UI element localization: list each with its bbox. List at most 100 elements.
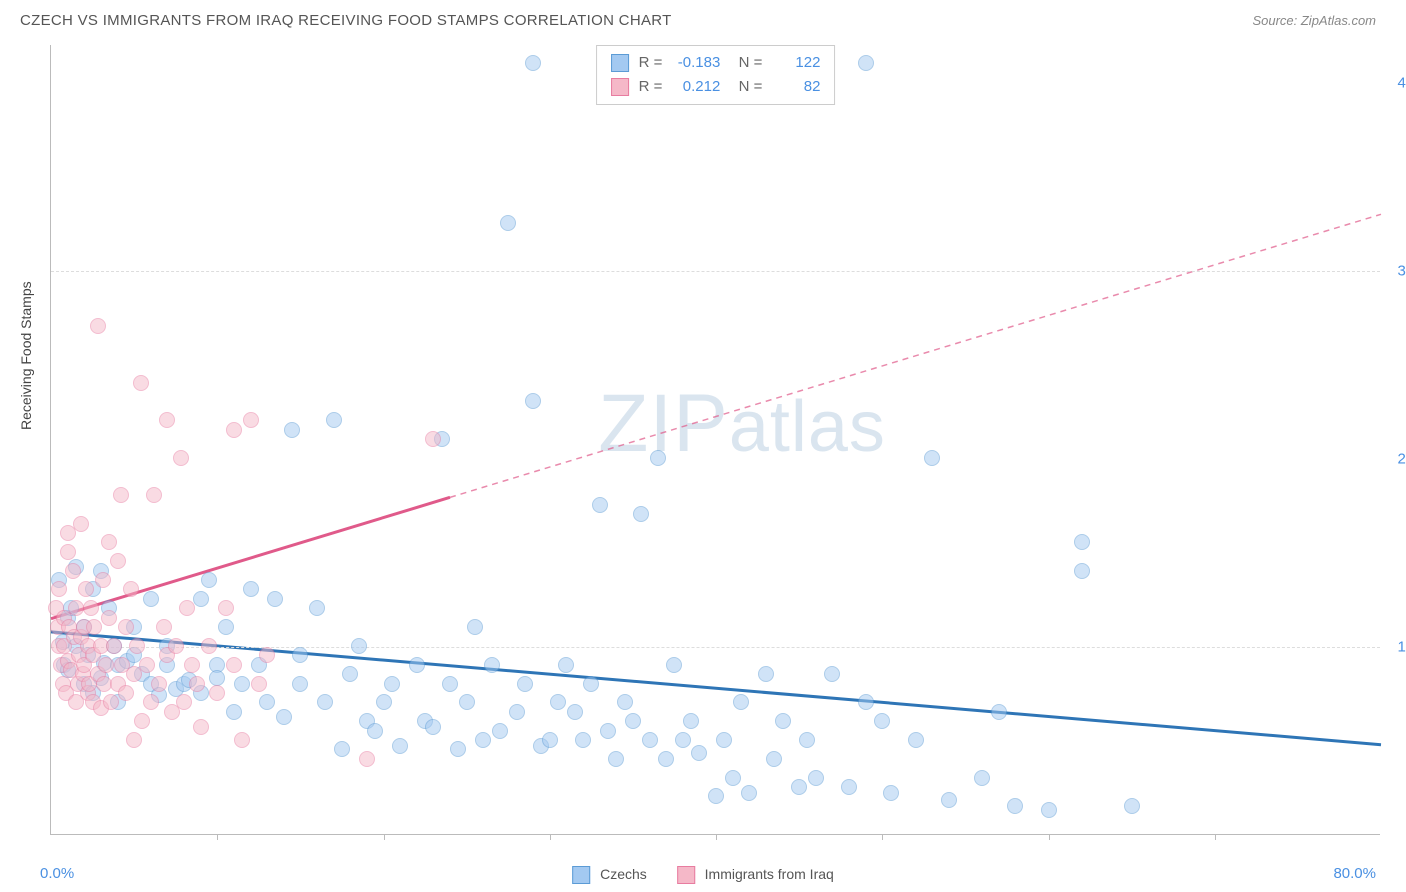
data-point xyxy=(78,581,94,597)
data-point xyxy=(101,610,117,626)
data-point xyxy=(558,657,574,673)
data-point xyxy=(617,694,633,710)
y-tick-label: 20.0% xyxy=(1397,450,1406,467)
correlation-legend: R = -0.183 N = 122 R = 0.212 N = 82 xyxy=(596,45,836,105)
data-point xyxy=(633,506,649,522)
data-point xyxy=(201,638,217,654)
data-point xyxy=(1074,534,1090,550)
data-point xyxy=(251,676,267,692)
data-point xyxy=(691,745,707,761)
data-point xyxy=(342,666,358,682)
data-point xyxy=(442,676,458,692)
data-point xyxy=(1041,802,1057,818)
data-point xyxy=(741,785,757,801)
data-point xyxy=(567,704,583,720)
data-point xyxy=(259,647,275,663)
data-point xyxy=(492,723,508,739)
data-point xyxy=(1124,798,1140,814)
data-point xyxy=(384,676,400,692)
x-tick xyxy=(550,834,551,840)
data-point xyxy=(168,638,184,654)
data-point xyxy=(209,670,225,686)
data-point xyxy=(103,694,119,710)
data-point xyxy=(218,600,234,616)
data-point xyxy=(226,704,242,720)
data-point xyxy=(425,719,441,735)
data-point xyxy=(129,638,145,654)
data-point xyxy=(143,591,159,607)
data-point xyxy=(658,751,674,767)
data-point xyxy=(883,785,899,801)
data-point xyxy=(110,553,126,569)
data-point xyxy=(267,591,283,607)
x-tick xyxy=(1049,834,1050,840)
data-point xyxy=(159,412,175,428)
data-point xyxy=(733,694,749,710)
legend-item-czechs: Czechs xyxy=(572,866,647,884)
data-point xyxy=(184,657,200,673)
data-point xyxy=(525,393,541,409)
legend-row-czechs: R = -0.183 N = 122 xyxy=(611,51,821,75)
data-point xyxy=(218,619,234,635)
x-tick xyxy=(716,834,717,840)
swatch-pink xyxy=(611,78,629,96)
legend-label-iraq: Immigrants from Iraq xyxy=(705,866,834,882)
data-point xyxy=(86,619,102,635)
data-point xyxy=(146,487,162,503)
n-label: N = xyxy=(730,51,762,75)
n-label: N = xyxy=(730,75,762,99)
data-point xyxy=(941,792,957,808)
data-point xyxy=(98,657,114,673)
data-point xyxy=(824,666,840,682)
data-point xyxy=(326,412,342,428)
n-value-iraq: 82 xyxy=(772,75,820,99)
data-point xyxy=(113,487,129,503)
data-point xyxy=(500,215,516,231)
data-point xyxy=(126,732,142,748)
data-point xyxy=(73,516,89,532)
data-point xyxy=(133,375,149,391)
legend-row-iraq: R = 0.212 N = 82 xyxy=(611,75,821,99)
data-point xyxy=(118,685,134,701)
data-point xyxy=(243,412,259,428)
data-point xyxy=(1074,563,1090,579)
r-value-czechs: -0.183 xyxy=(672,51,720,75)
data-point xyxy=(509,704,525,720)
data-point xyxy=(583,676,599,692)
y-tick-label: 30.0% xyxy=(1397,262,1406,279)
data-point xyxy=(608,751,624,767)
x-axis-min: 0.0% xyxy=(40,865,74,882)
gridline xyxy=(51,647,1380,648)
data-point xyxy=(425,431,441,447)
data-point xyxy=(209,685,225,701)
data-point xyxy=(83,600,99,616)
x-axis-max: 80.0% xyxy=(1333,865,1376,882)
data-point xyxy=(808,770,824,786)
data-point xyxy=(575,732,591,748)
x-tick xyxy=(384,834,385,840)
r-label: R = xyxy=(639,75,663,99)
data-point xyxy=(179,600,195,616)
scatter-chart: ZIPatlas R = -0.183 N = 122 R = 0.212 N … xyxy=(50,45,1380,835)
x-tick xyxy=(217,834,218,840)
data-point xyxy=(134,713,150,729)
data-point xyxy=(974,770,990,786)
data-point xyxy=(243,581,259,597)
data-point xyxy=(334,741,350,757)
data-point xyxy=(376,694,392,710)
data-point xyxy=(95,572,111,588)
data-point xyxy=(309,600,325,616)
x-tick xyxy=(882,834,883,840)
data-point xyxy=(924,450,940,466)
data-point xyxy=(708,788,724,804)
data-point xyxy=(226,657,242,673)
data-point xyxy=(367,723,383,739)
data-point xyxy=(193,719,209,735)
chart-title: CZECH VS IMMIGRANTS FROM IRAQ RECEIVING … xyxy=(20,12,672,29)
data-point xyxy=(65,563,81,579)
regression-lines xyxy=(51,45,1380,834)
data-point xyxy=(484,657,500,673)
data-point xyxy=(799,732,815,748)
data-point xyxy=(106,638,122,654)
data-point xyxy=(517,676,533,692)
